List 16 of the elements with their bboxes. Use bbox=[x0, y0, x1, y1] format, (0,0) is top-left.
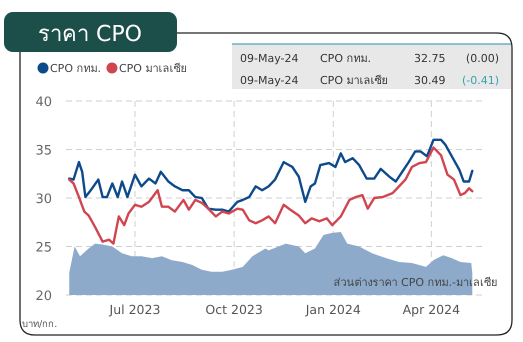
y-tick-label: 40 bbox=[35, 95, 52, 110]
x-tick-label: Oct 2023 bbox=[205, 302, 263, 317]
line-series bbox=[68, 146, 474, 245]
legend-label: CPO มาเลเซีย bbox=[118, 62, 186, 75]
x-tick-label: Apr 2024 bbox=[402, 302, 460, 317]
y-tick-label: 25 bbox=[35, 240, 52, 256]
y-axis-title: บาท/กก. bbox=[22, 319, 58, 330]
y-tick-label: 20 bbox=[35, 289, 52, 304]
y-tick-label: 35 bbox=[35, 144, 52, 158]
chart-title: ราคา CPO bbox=[38, 22, 142, 47]
legend-label: CPO กทม. bbox=[50, 62, 101, 75]
line-series bbox=[68, 138, 474, 213]
y-tick-label: 30 bbox=[35, 192, 52, 207]
info-table: 09-May-24 CPO กทม. 32.75 (0.00) 09-May-24 CPO มาเลเซีย 30.49 (-0.41) bbox=[232, 43, 511, 89]
x-tick-label: Jan 2024 bbox=[304, 302, 361, 317]
x-tick-label: Jul 2023 bbox=[108, 302, 160, 317]
